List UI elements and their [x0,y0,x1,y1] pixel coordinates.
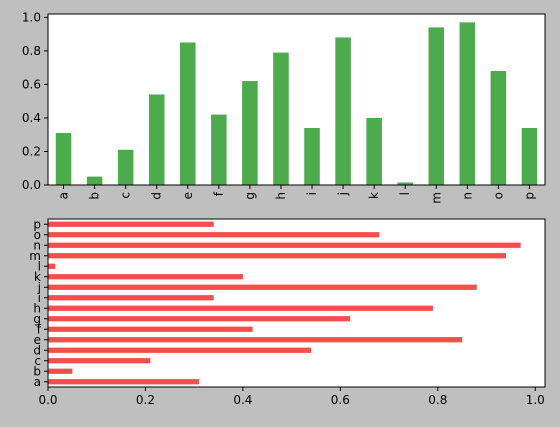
top-y-tick-label: 0.2 [22,144,41,158]
bottom-x-tick-label: 1.0 [526,393,545,407]
top-bar-a [55,133,72,185]
bottom-y-tick-label: o [34,228,41,242]
bottom-y-tick-label: a [34,375,41,389]
bottom-bar-c [48,358,151,364]
bottom-bar-a [48,379,200,385]
top-x-tick-label: p [522,192,536,200]
bottom-y-tick-label: b [33,364,41,378]
top-bar-n [459,22,476,185]
bottom-bar-k [48,274,243,280]
top-y-tick-label: 0.0 [22,178,41,192]
top-x-tick-label: k [367,192,381,199]
bottom-bar-d [48,347,312,353]
bottom-bar-b [48,368,73,374]
top-x-tick-label: c [119,192,133,199]
top-y-tick-label: 0.6 [22,77,41,91]
bottom-bar-j [48,284,477,290]
bottom-axes-frame [47,218,546,388]
top-bar-f [211,114,227,185]
top-bar-i [304,128,320,185]
bottom-y-tick-label: k [34,270,41,284]
top-x-tick-label: d [150,192,164,200]
bottom-bar-i [48,295,214,301]
top-bar-g [242,81,258,185]
top-x-tick-label: n [460,192,474,200]
top-x-tick-label: a [57,192,71,199]
bottom-x-tick-label: 0.6 [331,393,350,407]
top-x-tick-label: i [305,192,319,195]
top-y-tick-label: 0.8 [22,44,41,58]
bottom-x-ticks: 0.0 0.2 0.4 0.6 0.8 1.0 [38,387,545,407]
bottom-bar-o [48,232,380,238]
bottom-y-tick-label: h [33,301,41,315]
top-x-tick-label: f [212,191,226,196]
bottom-bar-g [48,316,351,322]
bottom-x-tick-label: 0.4 [233,393,252,407]
bottom-x-tick-label: 0.8 [428,393,447,407]
bottom-y-tick-label: g [33,312,41,326]
bottom-x-tick-label: 0.2 [136,393,155,407]
bottom-x-tick-label: 0.0 [38,393,57,407]
top-x-tick-label: m [429,192,443,204]
top-bar-h [273,52,289,185]
bottom-y-tick-label: n [33,238,41,252]
bottom-bar-h [48,305,433,311]
bottom-bar-n [48,242,521,248]
top-bar-o [490,71,507,185]
top-x-tick-label: e [181,192,195,199]
top-y-tick-label: 0.4 [22,111,41,125]
bottom-bar-p [48,221,214,227]
vertical-bar-chart: 0.0 0.2 0.4 0.6 0.8 1.0 a b c d e f g h i j k l m n o p [22,10,546,204]
top-bar-b [86,176,103,185]
bottom-y-tick-label: d [33,343,41,357]
bottom-y-tick-label: e [34,333,41,347]
bottom-y-tick-label: p [33,217,41,231]
bottom-y-tick-label: m [29,249,41,263]
top-bar-l [397,182,413,185]
top-bar-e [180,42,196,185]
top-bar-p [521,128,538,185]
bottom-bar-e [48,337,463,343]
top-bar-m [428,27,445,186]
bottom-y-tick-label: f [37,322,42,336]
top-y-tick-label: 1.0 [22,10,41,24]
top-x-tick-label: l [398,192,412,195]
top-x-tick-label: b [88,192,102,200]
top-x-tick-label: h [274,192,288,200]
top-x-tick-label: o [491,192,505,199]
bottom-bars-group [48,221,521,385]
top-bar-d [148,94,165,185]
top-y-ticks: 0.0 0.2 0.4 0.6 0.8 1.0 [22,10,48,192]
bottom-y-tick-label: l [38,259,41,273]
top-bar-j [335,37,351,186]
top-x-tick-label: g [243,192,257,200]
bottom-bar-m [48,253,507,259]
bottom-bar-f [48,326,253,332]
top-x-ticks: a b c d e f g h i j k l m n o p [57,185,536,204]
bottom-y-tick-label: i [38,291,41,305]
top-bar-k [366,117,382,185]
bottom-bar-l [48,263,56,269]
top-bars-group [55,22,538,186]
top-x-tick-label: j [336,192,350,196]
bottom-y-tick-label: j [37,280,41,294]
top-bar-c [117,149,134,185]
top-axes-frame [47,13,546,186]
bottom-y-tick-label: c [34,354,41,368]
